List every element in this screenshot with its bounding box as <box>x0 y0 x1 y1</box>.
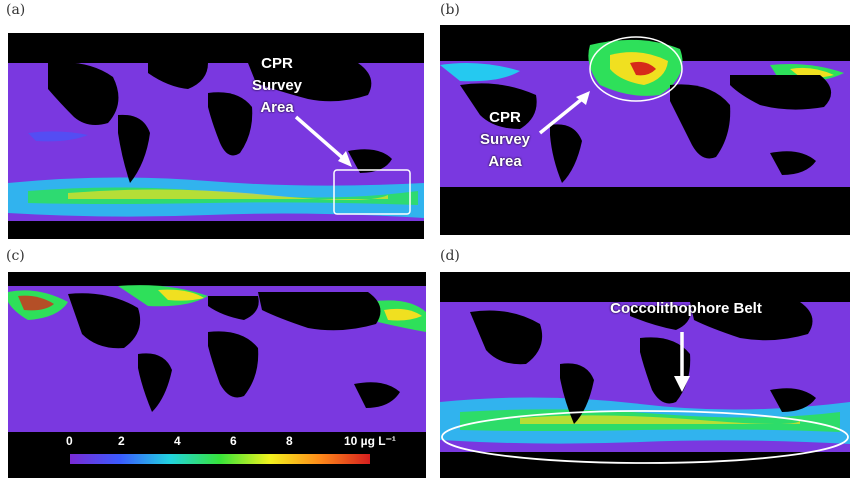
panel-label-d: (d) <box>440 248 460 264</box>
annot-b-line2: Survey <box>479 131 531 148</box>
map-panel-a: CPR Survey Area <box>8 33 424 239</box>
annotation-cpr-a: CPR Survey Area <box>240 53 314 119</box>
colorbar-tick-0: 0 <box>66 434 73 448</box>
map-b-graphic <box>440 25 850 235</box>
annotation-coccolithophore-belt: Coccolithophore Belt <box>610 300 762 317</box>
colorbar-tick-4: 4 <box>174 434 181 448</box>
colorbar-gradient <box>70 454 370 464</box>
colorbar: 0 2 4 6 8 10 µg L⁻¹ <box>8 432 426 478</box>
annot-b-line1: CPR <box>489 109 521 126</box>
panel-label-b: (b) <box>440 2 460 18</box>
annot-a-line2: Survey <box>251 77 303 94</box>
colorbar-tick-8: 8 <box>286 434 293 448</box>
colorbar-tick-2: 2 <box>118 434 125 448</box>
annot-a-line3: Area <box>260 99 294 116</box>
map-panel-c: 0 2 4 6 8 10 µg L⁻¹ <box>8 272 426 478</box>
map-panel-b: CPR Survey Area <box>440 25 850 235</box>
annot-a-line1: CPR <box>261 55 293 72</box>
annotation-cpr-b: CPR Survey Area <box>468 107 542 173</box>
colorbar-tick-6: 6 <box>230 434 237 448</box>
panel-label-c: (c) <box>6 248 25 264</box>
map-d-graphic <box>440 272 850 478</box>
annot-b-line3: Area <box>488 153 522 170</box>
map-a-graphic <box>8 33 424 239</box>
colorbar-tick-10: 10 µg L⁻¹ <box>344 434 396 448</box>
panel-label-a: (a) <box>6 2 26 18</box>
map-panel-d: Coccolithophore Belt <box>440 272 850 478</box>
